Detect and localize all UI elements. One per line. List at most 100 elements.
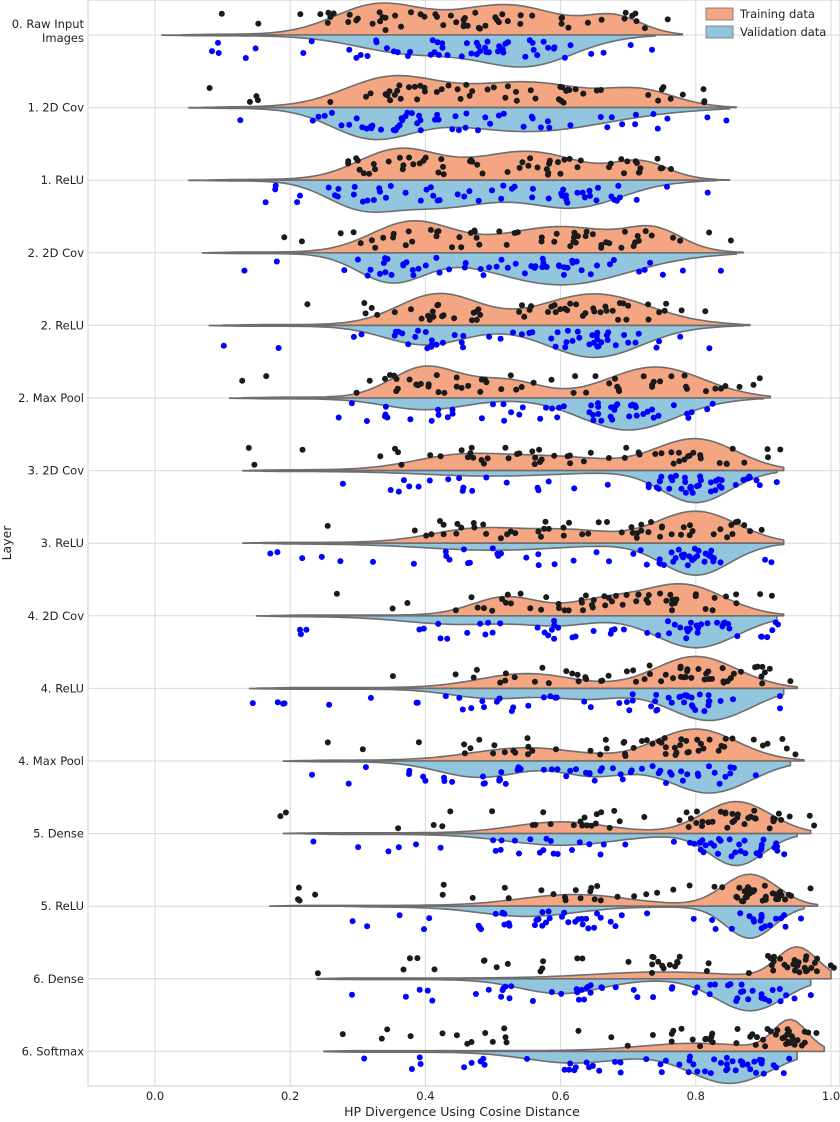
training-point <box>433 89 440 95</box>
validation-point <box>571 485 578 492</box>
validation-point <box>511 837 518 844</box>
validation-point <box>528 113 535 120</box>
validation-point <box>709 917 716 923</box>
validation-point <box>308 38 315 45</box>
training-point <box>697 1043 704 1050</box>
training-point <box>578 599 585 606</box>
training-point <box>439 891 446 898</box>
validation-point <box>400 477 407 484</box>
validation-point <box>609 765 616 772</box>
training-point <box>750 381 757 388</box>
validation-point <box>412 333 419 340</box>
training-point <box>724 534 731 541</box>
validation-point <box>416 112 423 119</box>
validation-point <box>512 260 519 267</box>
validation-point <box>458 339 465 346</box>
validation-point <box>567 42 574 49</box>
training-point <box>394 87 401 94</box>
training-point <box>645 92 652 98</box>
training-point <box>400 966 407 973</box>
training-point <box>474 604 481 611</box>
training-point <box>468 1039 475 1045</box>
validation-point <box>361 1055 368 1062</box>
training-point <box>712 385 719 392</box>
validation-point <box>443 553 450 560</box>
training-point <box>722 735 729 742</box>
validation-point <box>501 417 508 424</box>
validation-point <box>508 708 515 715</box>
training-point <box>438 86 445 93</box>
validation-point <box>725 982 731 989</box>
training-point <box>537 968 544 975</box>
validation-point <box>413 699 420 706</box>
validation-point <box>586 187 593 194</box>
training-point <box>368 237 375 244</box>
training-point <box>606 164 612 171</box>
training-point <box>425 312 432 319</box>
validation-point <box>433 341 440 348</box>
training-point <box>398 23 404 30</box>
training-point <box>697 455 704 462</box>
validation-point <box>586 341 593 348</box>
validation-point <box>687 483 694 490</box>
validation-point <box>349 918 356 925</box>
validation-point <box>424 345 431 352</box>
validation-point <box>454 191 461 198</box>
validation-point <box>639 765 645 772</box>
validation-point <box>369 122 376 129</box>
validation-point <box>590 417 597 424</box>
training-point <box>370 161 377 167</box>
training-point <box>583 676 590 683</box>
training-point <box>359 746 366 753</box>
training-point <box>281 234 288 241</box>
validation-point <box>553 694 560 701</box>
validation-point <box>606 558 612 565</box>
validation-point <box>481 1061 488 1068</box>
validation-point <box>335 414 342 421</box>
validation-point <box>659 271 666 278</box>
training-point <box>633 678 639 685</box>
validation-point <box>728 853 735 860</box>
violin-validation <box>255 615 778 649</box>
validation-point <box>629 691 636 698</box>
training-point <box>733 1040 740 1047</box>
validation-point <box>540 766 547 773</box>
training-point <box>649 969 655 976</box>
validation-point <box>791 995 798 1002</box>
validation-point <box>677 333 684 340</box>
validation-point <box>377 270 383 277</box>
validation-point <box>388 271 395 278</box>
training-point <box>430 822 437 828</box>
validation-point <box>429 997 436 1004</box>
y-tick-label: 3. 2D Cov <box>28 464 85 478</box>
validation-point <box>252 45 259 52</box>
training-point <box>702 1036 709 1043</box>
training-point <box>609 307 616 314</box>
violin-training <box>181 2 684 36</box>
training-point <box>489 607 496 614</box>
training-point <box>406 154 413 161</box>
validation-point <box>709 400 716 407</box>
validation-point <box>410 560 417 567</box>
training-point <box>645 529 652 536</box>
validation-point <box>737 848 744 855</box>
training-point <box>575 678 582 685</box>
x-tick-label: 0.2 <box>281 1089 299 1103</box>
training-point <box>652 451 659 457</box>
training-point <box>406 84 412 91</box>
validation-point <box>576 334 583 341</box>
validation-point <box>636 268 643 275</box>
training-point <box>614 893 621 900</box>
validation-point <box>774 847 781 854</box>
training-point <box>519 159 526 166</box>
validation-point <box>587 704 594 711</box>
training-point <box>507 528 514 535</box>
validation-point <box>567 122 574 129</box>
validation-point <box>781 851 788 858</box>
validation-point <box>723 1067 730 1074</box>
validation-point <box>723 1061 730 1068</box>
validation-point <box>586 409 593 416</box>
validation-point <box>449 778 456 785</box>
training-point <box>435 389 442 396</box>
validation-point <box>309 117 316 124</box>
